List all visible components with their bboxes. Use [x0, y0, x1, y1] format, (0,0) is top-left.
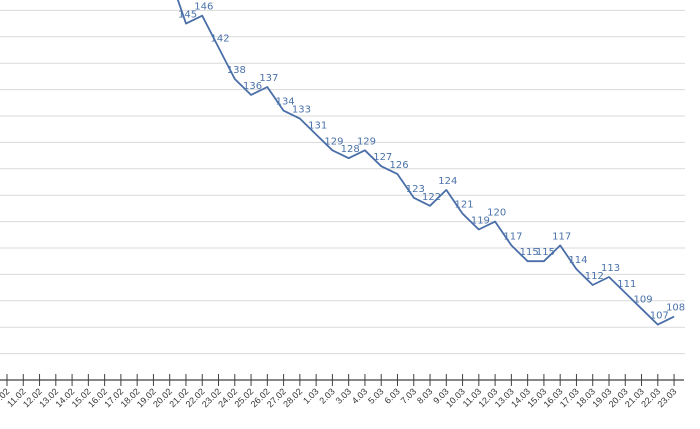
data-label: 121 [455, 200, 474, 211]
x-tick-label: 6.03 [382, 386, 401, 405]
data-label: 127 [373, 152, 392, 163]
data-label: 117 [552, 231, 571, 242]
data-label: 112 [585, 271, 604, 282]
data-label: 129 [324, 136, 343, 147]
x-tick-label: 5.03 [366, 386, 385, 405]
data-label: 109 [634, 295, 653, 306]
data-label: 136 [243, 81, 262, 92]
data-label: 131 [308, 120, 327, 131]
data-label: 138 [227, 65, 246, 76]
data-label: 113 [601, 263, 620, 274]
data-label: 145 [178, 10, 197, 21]
data-label: 123 [406, 184, 425, 195]
x-tick-label: 10.02 [0, 386, 11, 409]
gridlines [0, 9, 685, 355]
series-line [176, 0, 675, 326]
x-tick-label: 23.03 [655, 386, 678, 409]
x-tick-label: 7.03 [399, 386, 418, 405]
data-label: 114 [568, 255, 587, 266]
x-tick-label: 2.03 [317, 386, 336, 405]
data-label: 108 [666, 303, 685, 314]
data-labels: 1511451461421381361371341331311291281291… [178, 2, 685, 322]
x-axis: 10.0211.0212.0213.0214.0215.0216.0217.02… [0, 374, 684, 409]
x-tick-label: 4.03 [350, 386, 369, 405]
data-label: 119 [471, 216, 490, 227]
data-label: 115 [520, 247, 539, 258]
data-label: 133 [292, 105, 311, 116]
data-label: 142 [211, 33, 230, 44]
x-tick-label: 3.03 [334, 386, 353, 405]
data-label: 117 [503, 231, 522, 242]
data-label: 137 [259, 73, 278, 84]
data-label: 128 [341, 144, 360, 155]
data-label: 129 [357, 136, 376, 147]
data-label: 126 [389, 160, 408, 171]
data-label: 146 [194, 2, 213, 13]
data-label: 107 [650, 311, 669, 322]
data-label: 115 [536, 247, 555, 258]
data-label: 111 [617, 279, 636, 290]
data-label: 122 [422, 192, 441, 203]
data-label: 134 [276, 97, 295, 108]
x-tick-label: 1.03 [301, 386, 320, 405]
data-label: 120 [487, 208, 506, 219]
x-tick-label: 8.03 [415, 386, 434, 405]
data-label: 124 [438, 176, 457, 187]
